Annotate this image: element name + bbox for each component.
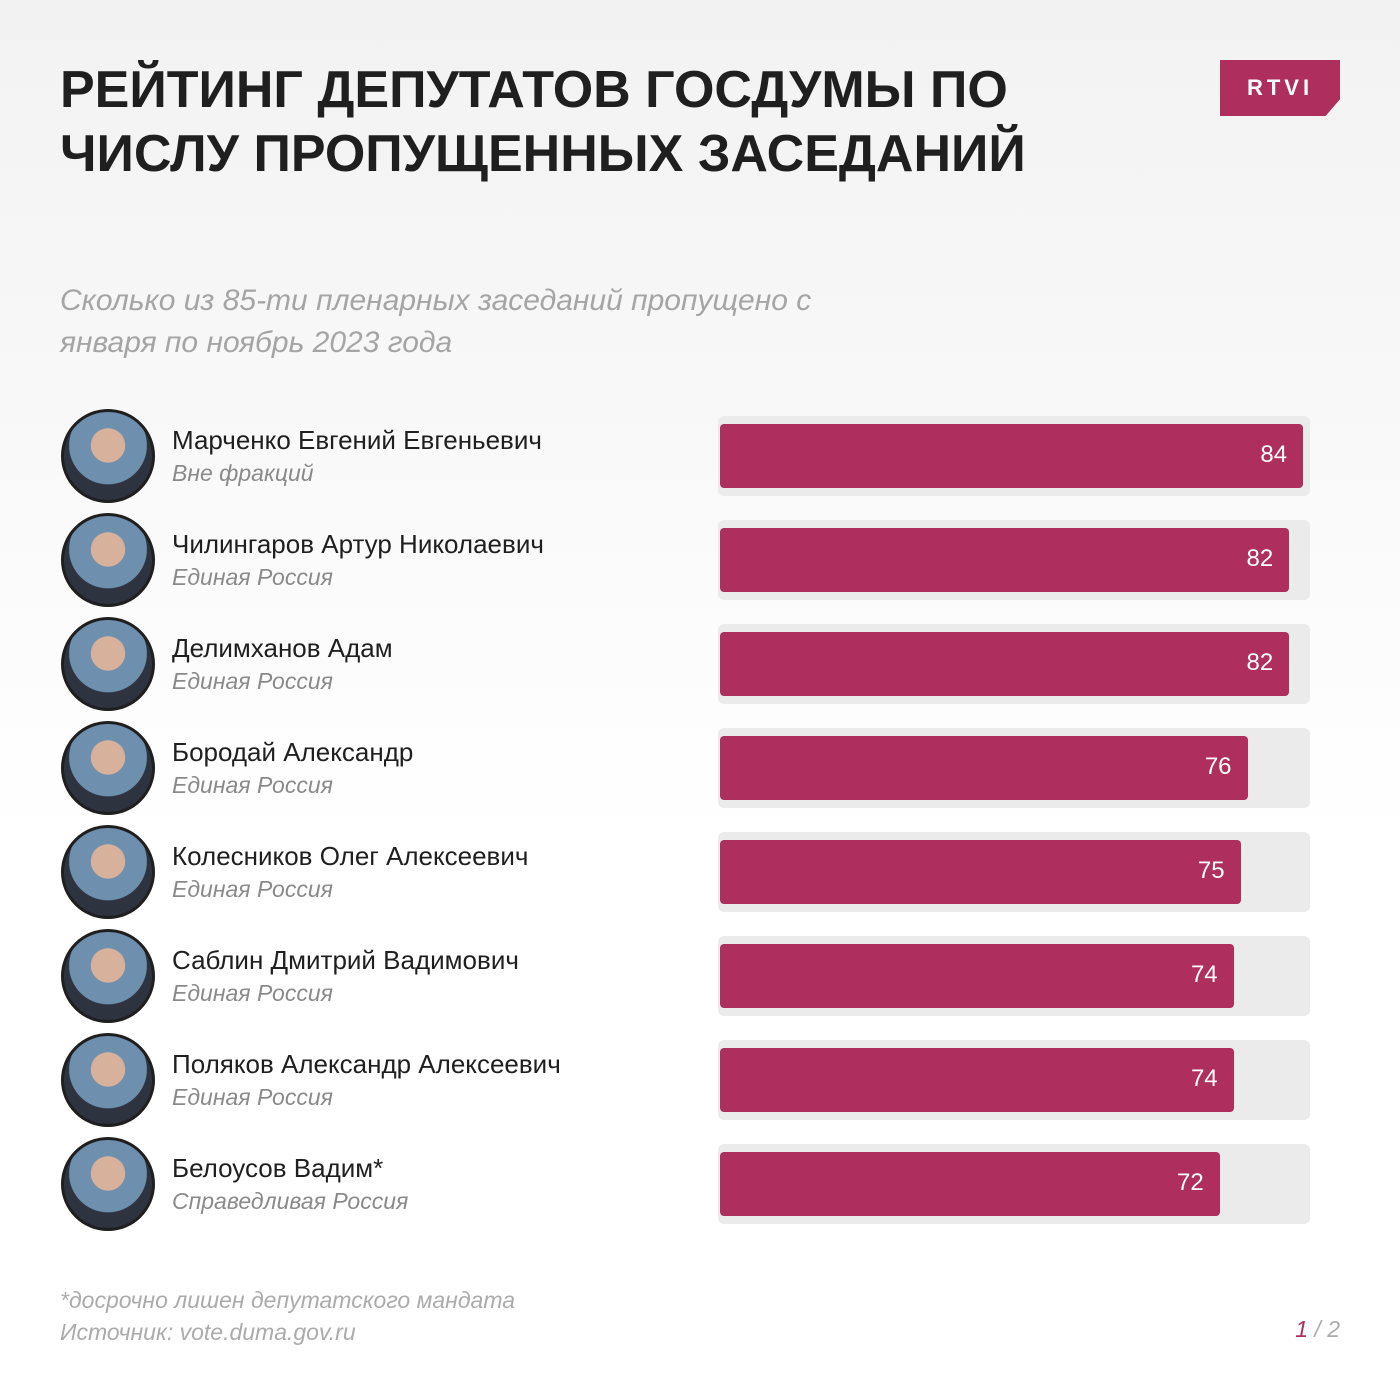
value-label: 74 [1190,961,1218,988]
bar [720,736,1248,800]
faction: Вне фракций [172,460,314,486]
avatar [61,617,155,711]
avatar [61,1033,155,1127]
pager: 1 / 2 [1260,1316,1340,1343]
name: Бородай Александр [172,737,414,767]
avatar [61,929,155,1023]
source: Источник: vote.duma.gov.ru [60,1319,356,1345]
faction: Единая Россия [172,564,333,590]
value-label: 74 [1190,1065,1218,1092]
bar [720,944,1234,1008]
faction: Единая Россия [172,1084,333,1110]
faction: Справедливая Россия [172,1188,409,1214]
value-label: 82 [1246,649,1274,676]
name: Чилингаров Артур Николаевич [172,529,544,559]
faction: Единая Россия [172,772,333,798]
faction: Единая Россия [172,980,333,1006]
chart-subtitle: Сколько из 85-ти пленарных заседаний про… [60,284,812,359]
value-label: 82 [1246,545,1274,572]
pager-current: 1 [1295,1316,1309,1342]
value-label: 72 [1177,1169,1204,1196]
name: Саблин Дмитрий Вадимович [172,945,519,975]
faction: Единая Россия [172,876,333,902]
footer: *досрочно лишен депутатского мандата Ист… [60,1284,515,1348]
footnote: *досрочно лишен депутатского мандата [60,1287,516,1313]
name: Делимханов Адам [172,633,393,663]
logo: RTVI [1220,60,1340,116]
faction: Единая Россия [172,668,333,694]
avatar [61,409,155,503]
bar [720,632,1290,696]
chart-title: РЕЙТИНГ ДЕПУТАТОВ ГОСДУМЫ ПО ЧИСЛУ ПРОПУ… [60,61,1026,183]
name: Поляков Александр Алексеевич [172,1049,561,1079]
value-label: 76 [1204,753,1232,780]
bar [720,424,1304,488]
avatar [61,825,155,919]
bar [720,840,1241,904]
bar [720,1048,1234,1112]
avatar [61,721,155,815]
avatar [61,1137,155,1231]
value-label: 84 [1260,441,1288,468]
avatar [61,513,155,607]
bar [720,528,1290,592]
pager-total: / 2 [1314,1316,1340,1342]
bar [720,1152,1220,1216]
name: Колесников Олег Алексеевич [172,841,529,871]
name: Белоусов Вадим* [172,1153,384,1183]
value-label: 75 [1197,857,1225,884]
name: Марченко Евгений Евгеньевич [172,425,542,455]
